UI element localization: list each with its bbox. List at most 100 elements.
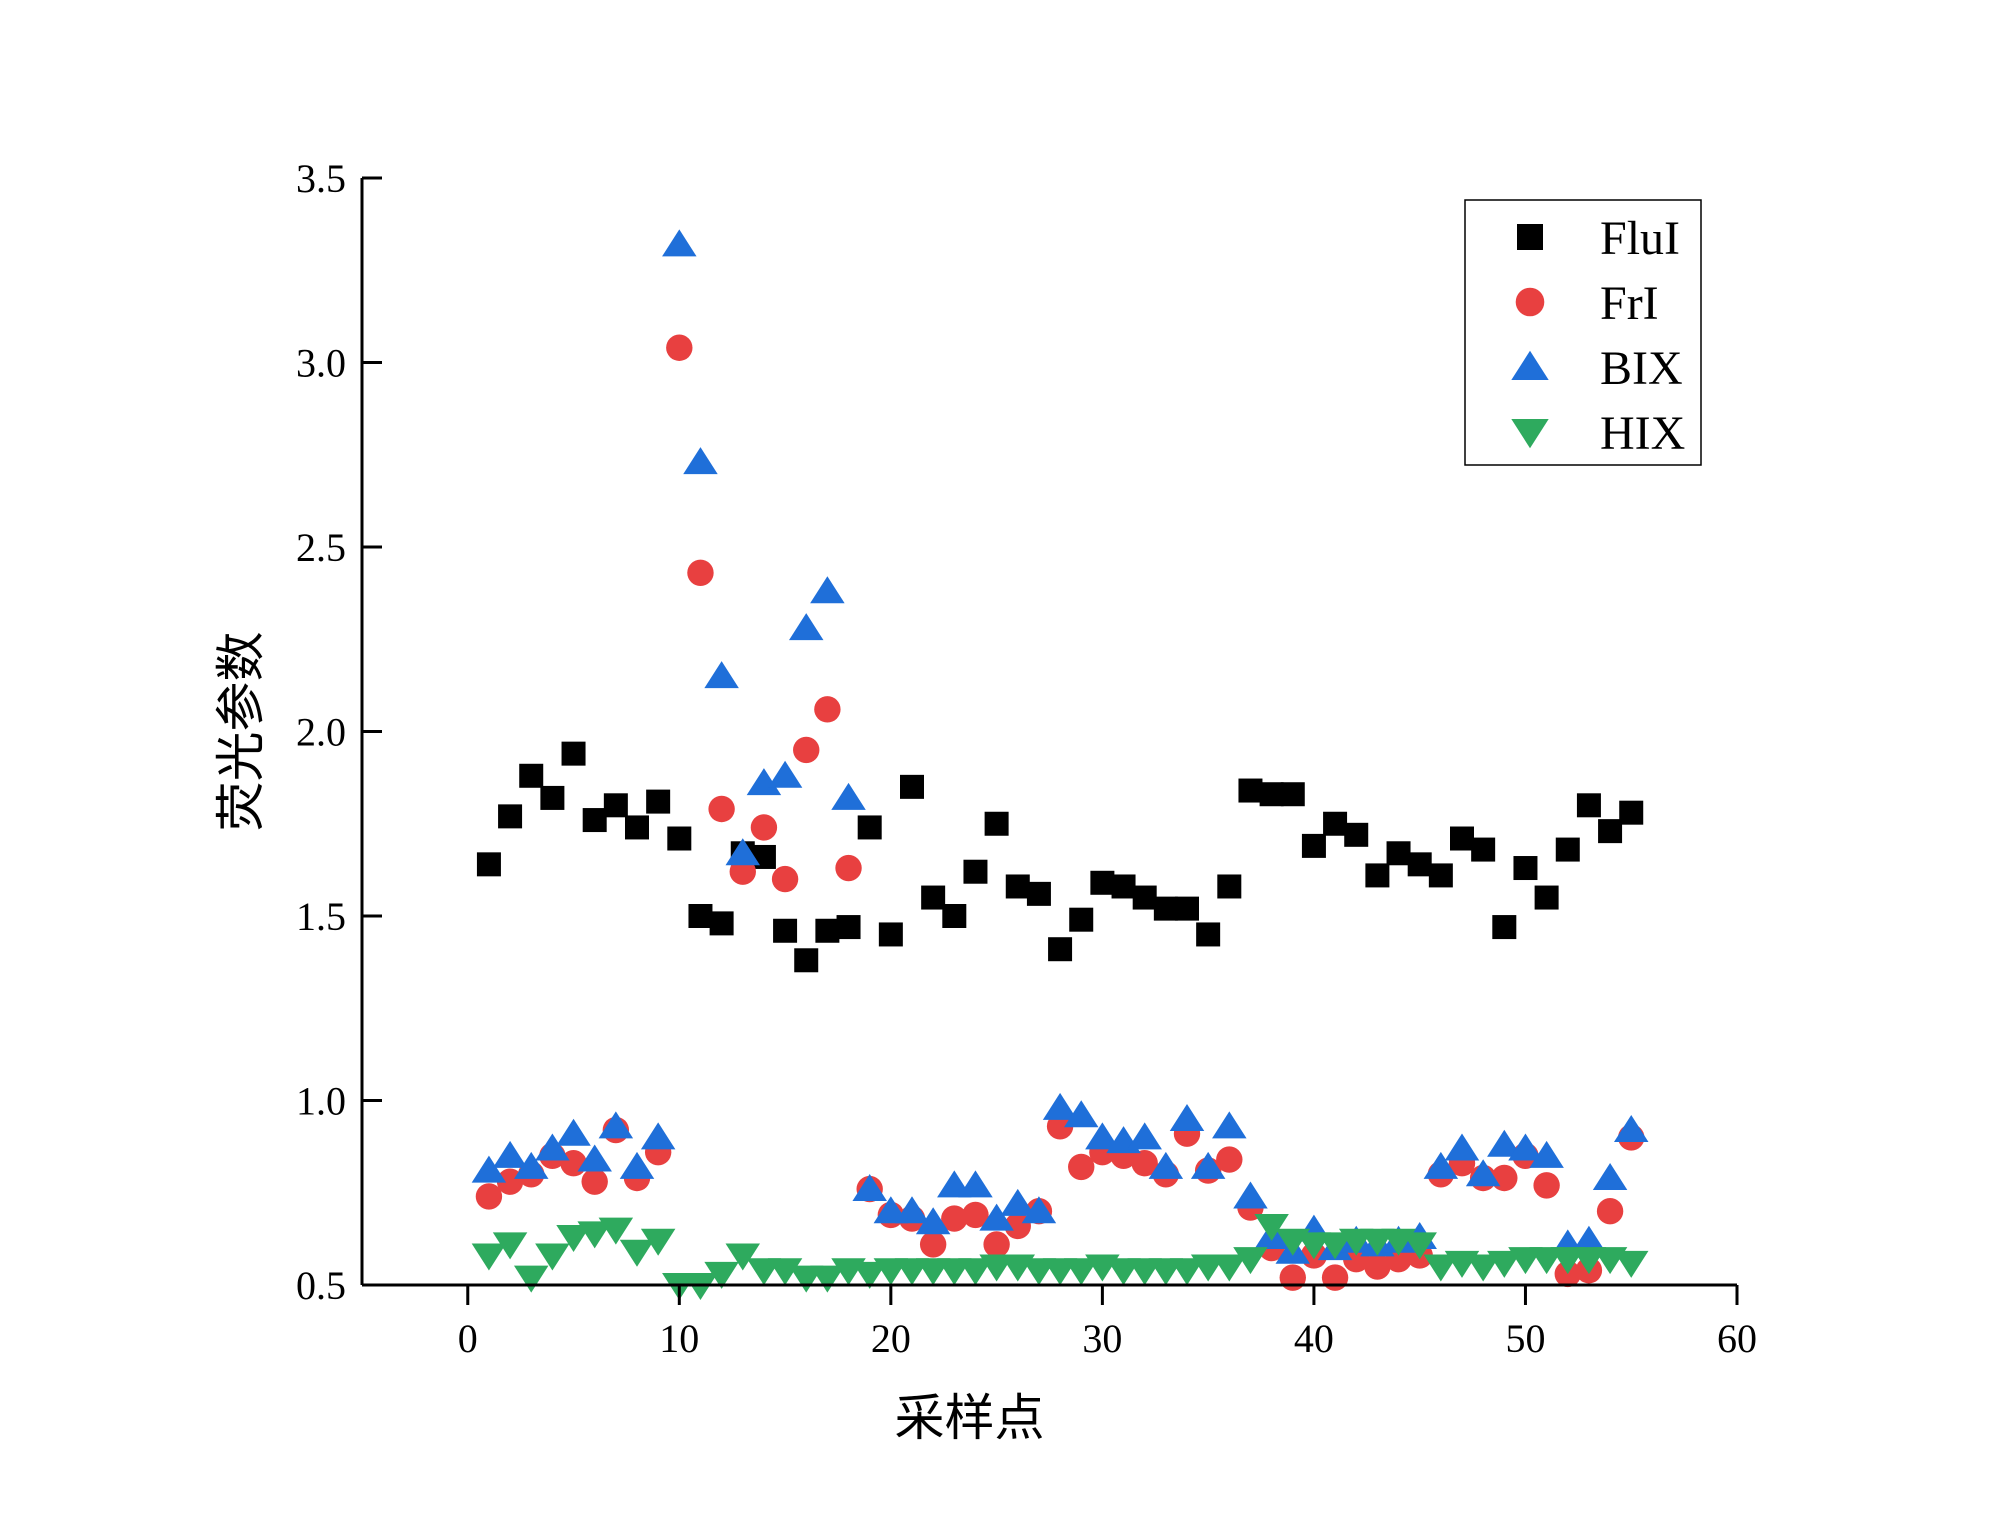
x-tick-label: 30 [1082,1316,1122,1361]
data-point-hix [1254,1213,1289,1241]
data-point-flui [476,852,501,877]
x-tick-label: 0 [458,1316,478,1361]
data-point-bix [1000,1188,1036,1216]
y-axis-title: 荧光参数 [212,632,270,832]
data-point-flui [1048,937,1073,962]
data-point-bix [1465,1159,1501,1187]
data-point-hix [704,1261,739,1289]
data-point-hix [535,1243,570,1271]
data-point-flui [921,885,946,910]
legend-marker-fri [1515,287,1545,317]
data-point-flui [857,815,882,840]
data-point-fri [750,814,778,841]
y-tick-label: 3.5 [296,156,346,201]
data-point-bix [556,1118,591,1146]
data-point-flui [836,915,861,940]
y-tick-label: 0.5 [296,1263,346,1308]
data-point-bix [1613,1115,1649,1143]
data-point-flui [519,763,544,788]
data-point-flui [773,918,798,943]
legend-label-fri: FrI [1600,277,1659,330]
data-point-bix [1423,1151,1459,1179]
data-point-flui [815,918,840,943]
data-point-fri [1216,1146,1243,1173]
data-point-bix [471,1155,507,1183]
data-point-fri [814,696,841,723]
y-ticks: 0.5 1.0 1.5 2.0 2.5 3.0 3.5 [296,156,382,1308]
data-point-flui [878,922,903,947]
data-point-flui [1026,881,1051,906]
data-markers [471,229,1649,1300]
legend-marker-flui [1517,224,1543,250]
data-point-bix [492,1140,528,1168]
data-point-bix [535,1133,570,1161]
data-point-flui [603,793,628,818]
data-point-flui [540,785,565,810]
data-point-fri [1596,1198,1624,1225]
data-point-fri [793,736,820,764]
data-point-hix [852,1261,887,1289]
legend-item-hix: HIX [1511,407,1685,460]
data-point-flui [1238,778,1263,803]
data-point-bix [513,1151,549,1179]
data-point-bix [1571,1225,1607,1253]
data-point-bix [1444,1133,1480,1161]
data-point-flui [1175,896,1199,921]
y-tick-label: 2.5 [296,525,346,570]
data-point-flui [1090,870,1115,895]
data-point-hix [513,1265,549,1293]
data-point-fri [835,854,862,882]
legend-label-bix: BIX [1600,342,1683,395]
data-point-fri [687,559,714,587]
data-point-flui [1259,782,1284,807]
data-point-bix [1063,1100,1099,1128]
data-point-fri [1364,1253,1391,1280]
data-point-fri [1533,1172,1560,1199]
y-tick-label: 1.5 [296,894,346,939]
data-point-bix [619,1151,655,1179]
data-point-bix [725,838,761,866]
data-point-bix [1085,1122,1120,1150]
data-point-fri [581,1168,608,1195]
data-point-bix [1127,1122,1162,1150]
data-point-flui [561,741,586,766]
data-point-hix [577,1221,612,1249]
y-tick-label: 3.0 [296,341,346,386]
data-point-flui [1386,841,1411,866]
data-point-hix [767,1258,803,1286]
data-point-hix [619,1239,655,1267]
data-point-bix [1190,1151,1226,1179]
data-point-flui [1428,863,1453,888]
data-point-hix [1423,1254,1459,1282]
data-point-flui [667,826,692,851]
data-point-flui [1450,826,1474,851]
data-point-fri [1068,1153,1095,1181]
data-point-bix [915,1207,951,1235]
data-point-bix [704,661,739,689]
data-point-hix [640,1228,676,1256]
data-point-bix [810,576,845,604]
data-point-hix [1063,1258,1099,1286]
data-point-bix [979,1203,1014,1231]
data-point-flui [900,774,924,799]
data-point-flui [1132,885,1157,910]
x-tick-label: 60 [1717,1316,1757,1361]
data-point-fri [475,1183,503,1210]
data-point-bix [767,760,803,788]
data-point-flui [1111,874,1136,899]
legend-label-flui: FluI [1600,212,1680,265]
data-point-fri [1321,1264,1349,1291]
data-point-bix [958,1170,993,1198]
legend-item-flui: FluI [1517,212,1680,265]
data-point-bix [894,1196,930,1224]
data-point-fri [1131,1150,1158,1177]
data-point-hix [556,1225,591,1253]
data-point-bix [831,782,866,810]
data-point-bix [1042,1092,1078,1120]
data-point-hix [810,1265,845,1293]
data-point-bix [1487,1129,1522,1157]
data-point-flui [942,904,967,928]
data-point-bix [1148,1151,1184,1179]
data-point-flui [625,815,649,840]
data-point-flui [1576,793,1601,818]
